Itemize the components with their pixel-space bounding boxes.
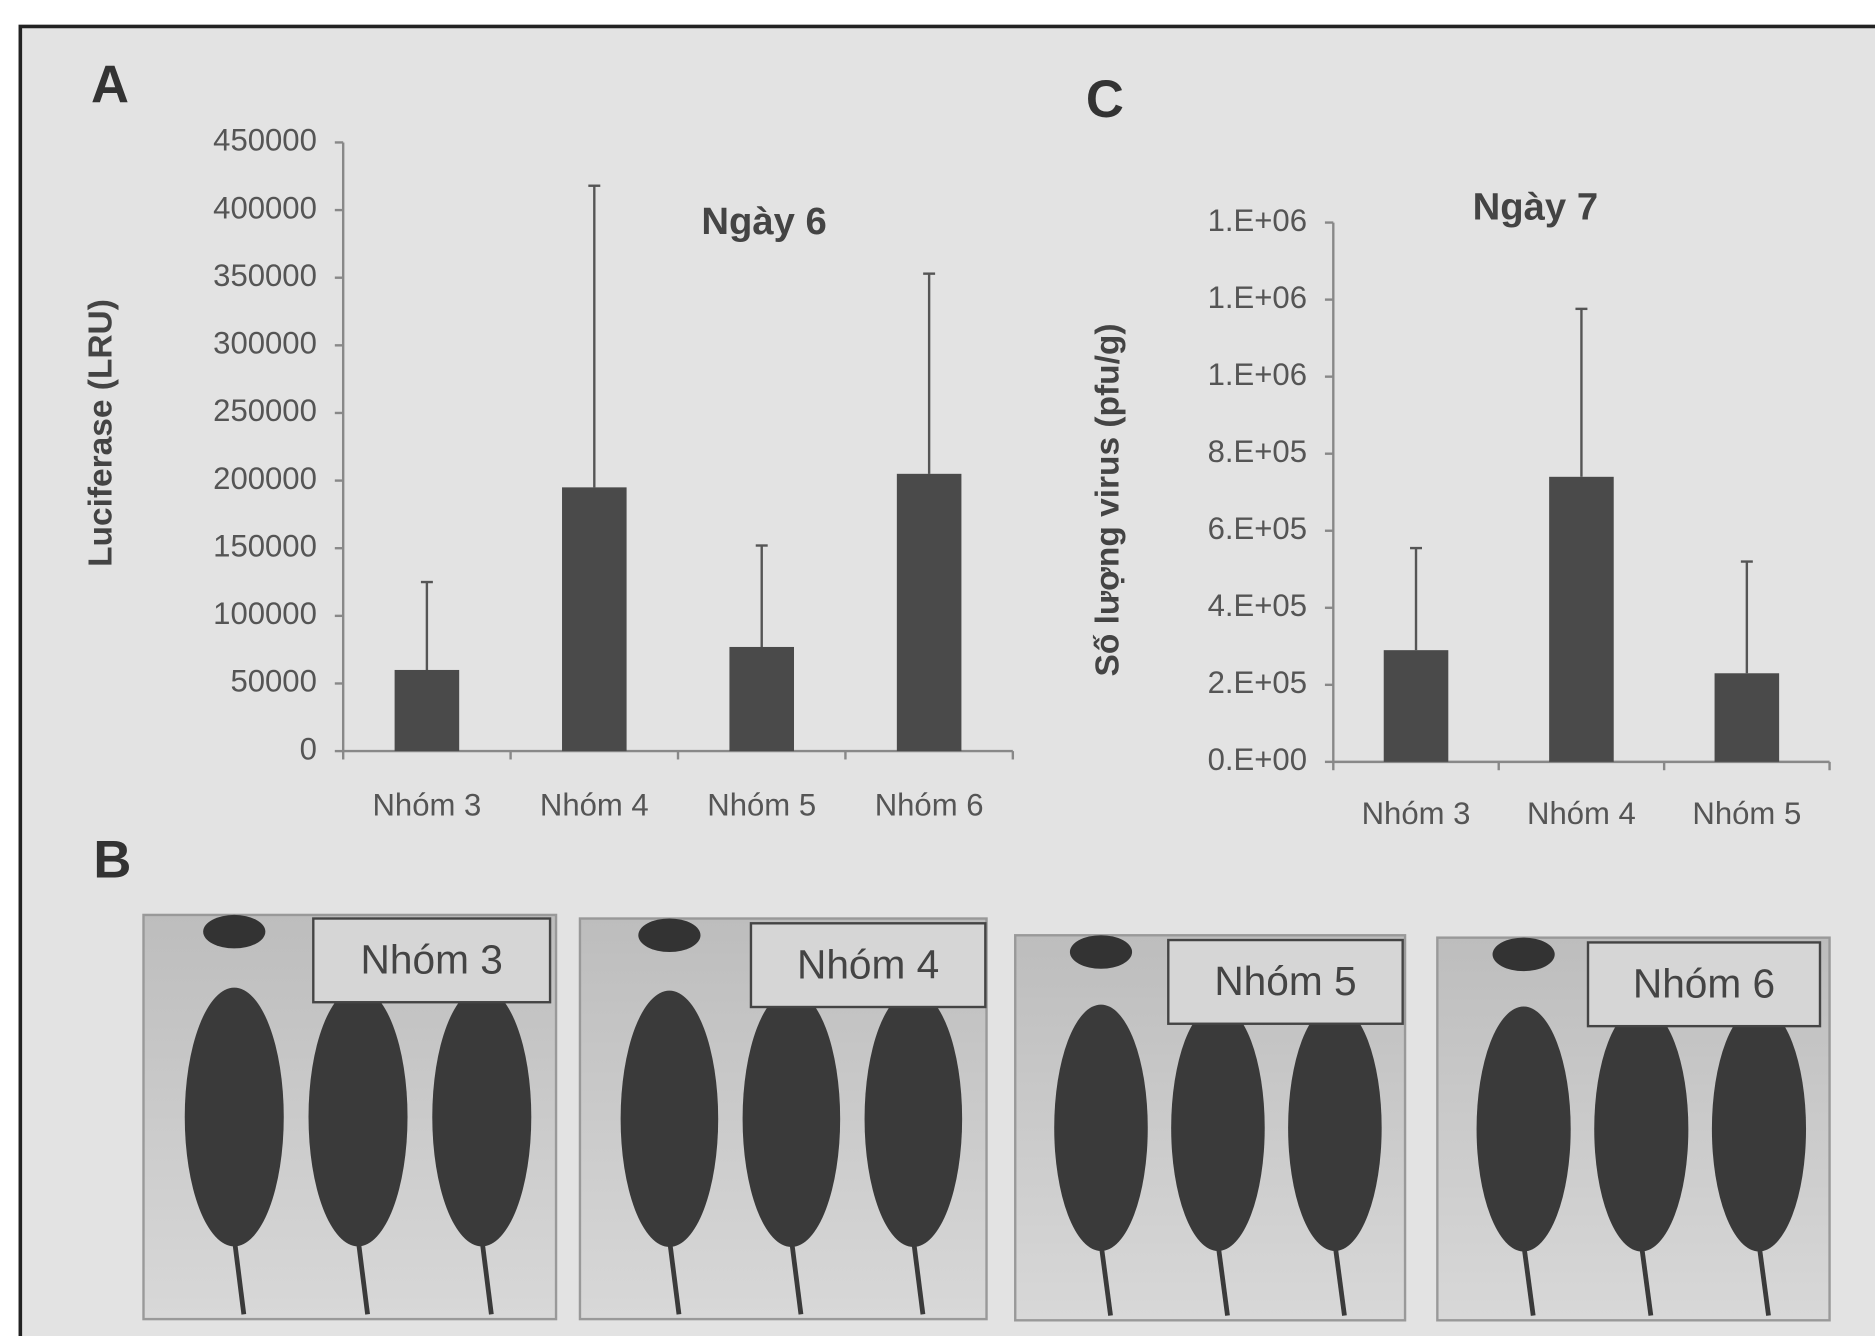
bar bbox=[1715, 673, 1780, 762]
y-tick-label: 1.E+06 bbox=[1208, 280, 1307, 315]
y-tick-label: 1.E+06 bbox=[1208, 203, 1307, 238]
clip bbox=[1493, 938, 1555, 971]
y-tick-label: 6.E+05 bbox=[1208, 511, 1307, 546]
y-tick-label: 4.E+05 bbox=[1208, 588, 1307, 623]
x-tick-label: Nhóm 5 bbox=[1692, 796, 1801, 831]
mouse-silhouette bbox=[1594, 1007, 1688, 1252]
y-tick-label: 250000 bbox=[213, 393, 317, 428]
y-tick-label: 2.E+05 bbox=[1208, 665, 1307, 700]
y-tick-label: 100000 bbox=[213, 596, 317, 631]
clip bbox=[203, 915, 265, 948]
mouse-silhouette bbox=[865, 991, 963, 1247]
y-tick-label: 400000 bbox=[213, 190, 317, 225]
mouse-silhouette bbox=[1171, 1005, 1265, 1251]
panel-label: A bbox=[91, 56, 129, 115]
y-tick-label: 200000 bbox=[213, 461, 317, 496]
figure: A B C Nhóm 3 Nhóm 4 Nhóm 5 Nhóm 6 Ngày 6 Luc… bbox=[0, 0, 1875, 1336]
clip bbox=[1070, 935, 1132, 968]
y-tick-label: 450000 bbox=[213, 123, 317, 158]
bar bbox=[562, 487, 627, 751]
mouse-silhouette bbox=[185, 988, 284, 1247]
mouse-silhouette bbox=[1712, 1007, 1806, 1252]
bar bbox=[897, 474, 962, 751]
mouse-silhouette bbox=[743, 991, 841, 1247]
chart-title: Ngày 6 bbox=[701, 200, 826, 243]
photo-label: Nhóm 3 bbox=[361, 936, 503, 982]
photo-row: Nhóm 3 Nhóm 4 Nhóm 5 Nhóm 6 bbox=[143, 915, 1829, 1320]
mouse-silhouette bbox=[1288, 1005, 1382, 1251]
bar bbox=[395, 670, 460, 751]
x-tick-label: Nhóm 6 bbox=[875, 788, 984, 823]
y-tick-label: 8.E+05 bbox=[1208, 434, 1307, 469]
x-tick-label: Nhóm 5 bbox=[707, 788, 816, 823]
y-tick-label: 1.E+06 bbox=[1208, 357, 1307, 392]
y-axis-label: Luciferase (LRU) bbox=[83, 299, 120, 567]
mouse-silhouette bbox=[432, 988, 531, 1247]
panel-label: C bbox=[1086, 70, 1124, 129]
photo-label: Nhóm 6 bbox=[1633, 960, 1775, 1006]
clip bbox=[638, 919, 700, 952]
mouse-silhouette bbox=[309, 988, 408, 1247]
y-tick-label: 0.E+00 bbox=[1208, 742, 1307, 777]
x-tick-label: Nhóm 4 bbox=[540, 788, 649, 823]
x-tick-label: Nhóm 3 bbox=[1362, 796, 1471, 831]
y-tick-label: 300000 bbox=[213, 326, 317, 361]
photo-label: Nhóm 4 bbox=[797, 941, 939, 987]
photo-label: Nhóm 5 bbox=[1214, 958, 1356, 1004]
chart-title: Ngày 7 bbox=[1473, 186, 1598, 229]
y-tick-label: 350000 bbox=[213, 258, 317, 293]
panel-label: B bbox=[93, 830, 131, 889]
bar bbox=[729, 647, 794, 751]
mouse-silhouette bbox=[621, 991, 719, 1247]
y-tick-label: 50000 bbox=[230, 664, 316, 699]
bar bbox=[1384, 650, 1449, 762]
x-tick-label: Nhóm 4 bbox=[1527, 796, 1636, 831]
x-tick-label: Nhóm 3 bbox=[372, 788, 481, 823]
mouse-silhouette bbox=[1477, 1007, 1571, 1252]
y-tick-label: 150000 bbox=[213, 528, 317, 563]
mouse-silhouette bbox=[1054, 1005, 1148, 1251]
y-axis-label: Số lượng virus (pfu/g) bbox=[1090, 324, 1127, 677]
bar bbox=[1549, 477, 1614, 762]
y-tick-label: 0 bbox=[300, 731, 317, 766]
